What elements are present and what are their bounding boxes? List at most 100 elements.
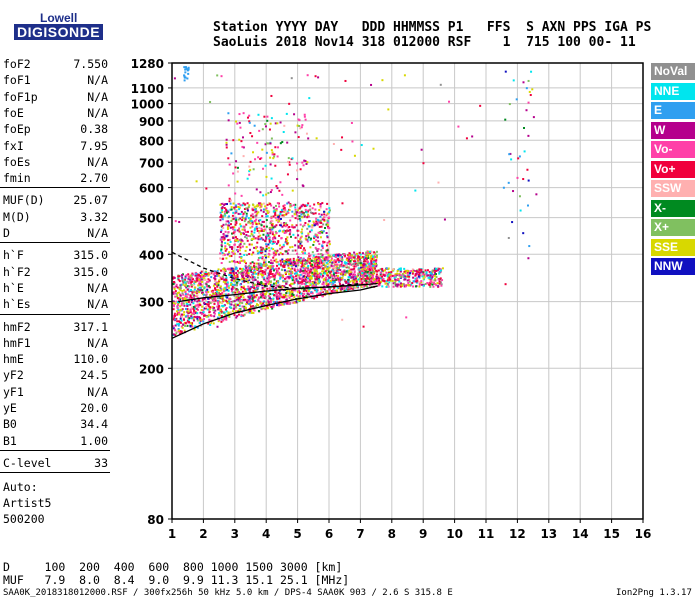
- echo-point: [325, 280, 328, 283]
- echo-point: [225, 306, 228, 309]
- echo-point: [325, 232, 328, 235]
- echo-point: [236, 237, 239, 240]
- echo-point: [232, 217, 235, 220]
- echo-point: [328, 288, 331, 291]
- echo-point: [296, 276, 299, 279]
- echo-point: [291, 189, 294, 192]
- echo-point: [207, 297, 210, 300]
- echo-point: [311, 212, 314, 215]
- echo-point: [235, 210, 238, 213]
- echo-point: [269, 270, 272, 273]
- echo-point: [185, 66, 188, 69]
- echo-point: [262, 238, 265, 241]
- echo-point: [216, 285, 219, 288]
- echo-point: [527, 257, 530, 260]
- echo-point: [323, 270, 326, 273]
- echo-point: [242, 217, 245, 220]
- echo-point: [207, 285, 210, 288]
- echo-point: [279, 121, 282, 124]
- echo-point: [222, 288, 225, 291]
- echo-point: [266, 277, 269, 280]
- echo-point: [271, 242, 274, 245]
- echo-point: [261, 220, 264, 223]
- echo-point: [257, 265, 260, 268]
- echo-point: [271, 237, 274, 240]
- echo-point: [349, 271, 352, 274]
- divider: [0, 242, 110, 244]
- echo-point: [302, 264, 305, 267]
- echo-point: [252, 290, 255, 293]
- echo-point: [267, 255, 270, 258]
- echo-point: [344, 273, 347, 276]
- echo-point: [269, 163, 272, 166]
- echo-point: [264, 125, 267, 128]
- echo-point: [176, 295, 179, 298]
- echo-point: [190, 284, 193, 287]
- echo-point: [223, 269, 226, 272]
- echo-point: [284, 229, 287, 232]
- divider: [0, 472, 110, 474]
- echo-point: [251, 261, 254, 264]
- echo-point: [378, 282, 381, 285]
- echo-point: [292, 233, 295, 236]
- echo-point: [316, 236, 319, 239]
- echo-point: [228, 260, 231, 263]
- echo-point: [189, 279, 192, 282]
- echo-point: [213, 302, 216, 305]
- echo-point: [342, 271, 345, 274]
- echo-point: [269, 286, 272, 289]
- echo-point: [205, 291, 208, 294]
- echo-point: [250, 270, 253, 273]
- echo-point: [300, 278, 303, 281]
- echo-point: [246, 177, 249, 180]
- echo-point: [438, 270, 441, 273]
- echo-point: [183, 329, 186, 332]
- echo-point: [234, 211, 237, 214]
- echo-point: [301, 250, 304, 253]
- echo-point: [179, 308, 182, 311]
- echo-point: [261, 291, 264, 294]
- echo-point: [365, 252, 368, 255]
- echo-point: [275, 261, 278, 264]
- echo-point: [418, 282, 421, 285]
- legend-item-vo: Vo-: [651, 141, 695, 158]
- echo-point: [240, 257, 243, 260]
- echo-point: [342, 253, 345, 256]
- echo-point: [396, 284, 399, 287]
- echo-point: [245, 207, 248, 210]
- echo-point: [199, 274, 202, 277]
- echo-point: [439, 281, 442, 284]
- echo-point: [248, 300, 251, 303]
- echo-point: [267, 192, 270, 195]
- echo-point: [328, 254, 331, 257]
- echo-point: [315, 269, 318, 272]
- echo-point: [385, 271, 388, 274]
- echo-point: [316, 293, 319, 296]
- param-row-fof1p: foF1p N/A: [3, 89, 108, 105]
- trace-dashed: [171, 251, 361, 290]
- echo-point: [231, 246, 234, 249]
- echo-point: [233, 275, 236, 278]
- echo-point: [297, 240, 300, 243]
- echo-point: [382, 273, 385, 276]
- echo-point: [292, 226, 295, 229]
- echo-point: [307, 223, 310, 226]
- echo-point: [179, 286, 182, 289]
- echo-point: [283, 222, 286, 225]
- echo-point: [341, 288, 344, 291]
- echo-point: [257, 273, 260, 276]
- echo-point: [309, 205, 312, 208]
- echo-point: [316, 259, 319, 262]
- echo-point: [276, 297, 279, 300]
- echo-point: [224, 272, 227, 275]
- echo-point: [318, 225, 321, 228]
- echo-point: [316, 263, 319, 266]
- echo-point: [250, 230, 253, 233]
- echo-point: [192, 296, 195, 299]
- echo-point: [314, 223, 317, 226]
- echo-point: [195, 304, 198, 307]
- echo-point: [261, 282, 264, 285]
- echo-point: [192, 290, 195, 293]
- echo-point: [238, 304, 241, 307]
- echo-point: [185, 286, 188, 289]
